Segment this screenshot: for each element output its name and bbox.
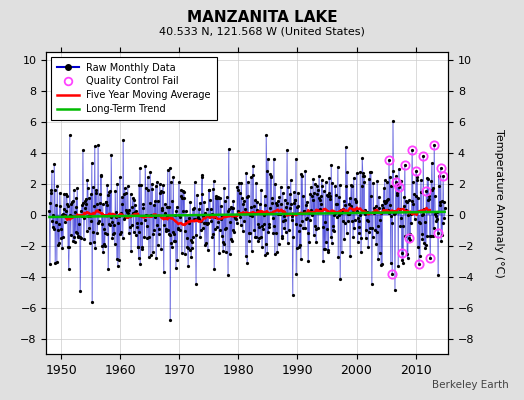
Legend: Raw Monthly Data, Quality Control Fail, Five Year Moving Average, Long-Term Tren: Raw Monthly Data, Quality Control Fail, … (51, 57, 216, 120)
Text: Berkeley Earth: Berkeley Earth (432, 380, 508, 390)
Text: MANZANITA LAKE: MANZANITA LAKE (187, 10, 337, 25)
Text: 40.533 N, 121.568 W (United States): 40.533 N, 121.568 W (United States) (159, 26, 365, 36)
Y-axis label: Temperature Anomaly (°C): Temperature Anomaly (°C) (494, 129, 504, 278)
